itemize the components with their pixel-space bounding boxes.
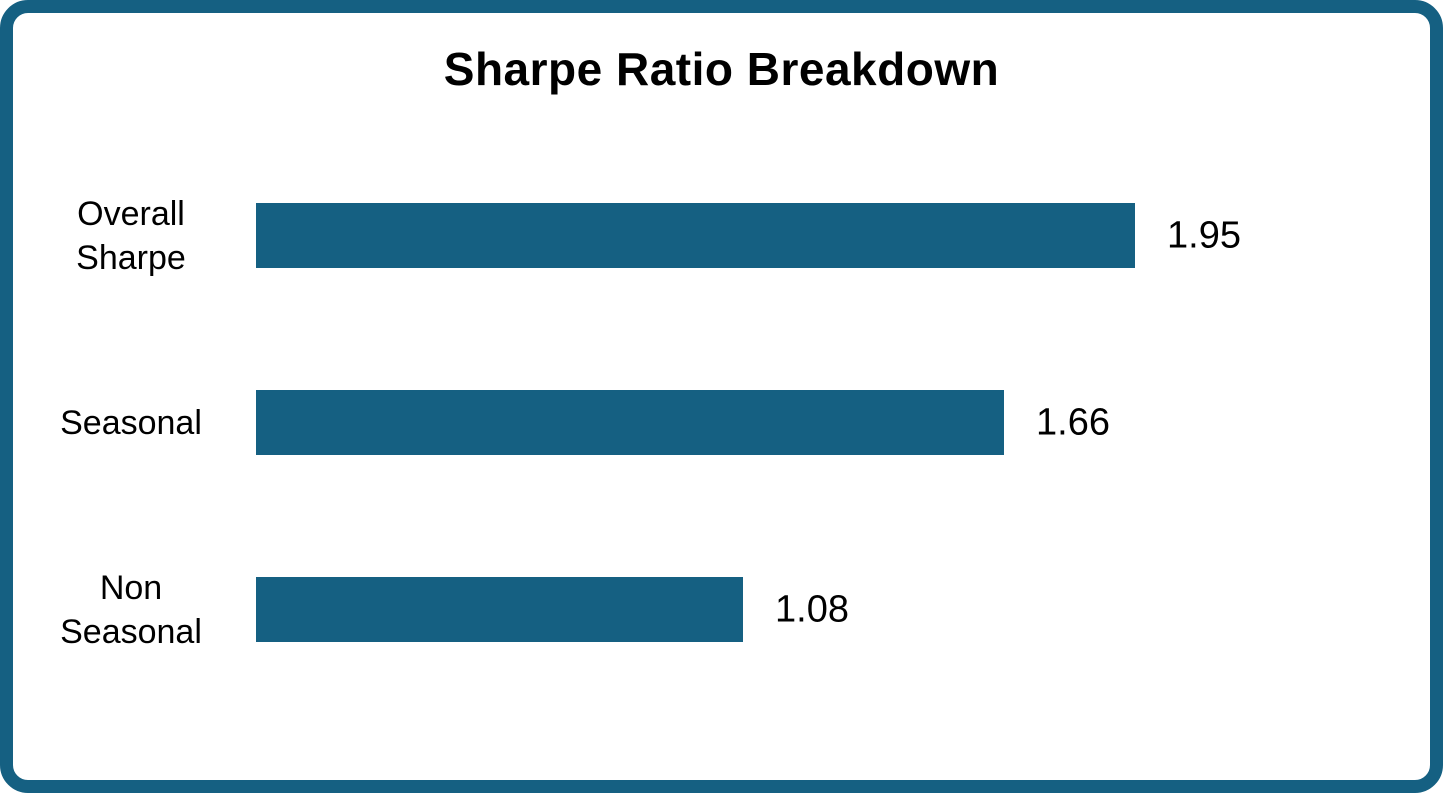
value-label: 1.95 — [1167, 214, 1241, 256]
bar-row: Overall Sharpe 1.95 — [0, 195, 1443, 277]
bar — [256, 577, 743, 642]
bar — [256, 390, 1004, 455]
value-label: 1.66 — [1036, 401, 1110, 443]
chart-title: Sharpe Ratio Breakdown — [443, 43, 1000, 95]
bar-row: Non Seasonal 1.08 — [0, 569, 1443, 651]
category-label: Seasonal — [60, 403, 202, 442]
category-label: Overall Sharpe — [76, 194, 186, 277]
bar-row: Seasonal 1.66 — [0, 390, 1443, 455]
bar — [256, 203, 1135, 268]
category-label: Non Seasonal — [60, 568, 202, 651]
value-label: 1.08 — [775, 588, 849, 630]
